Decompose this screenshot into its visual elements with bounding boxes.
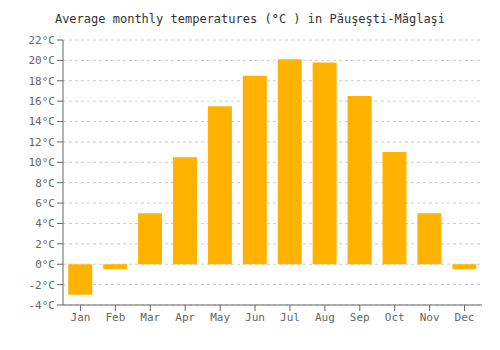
svg-text:4°C: 4°C — [35, 217, 55, 230]
svg-text:16°C: 16°C — [29, 95, 56, 108]
svg-text:Feb: Feb — [105, 311, 125, 324]
svg-text:Sep: Sep — [350, 311, 370, 324]
svg-text:Nov: Nov — [420, 311, 440, 324]
svg-text:Aug: Aug — [315, 311, 335, 324]
svg-text:May: May — [210, 311, 230, 324]
svg-text:Jun: Jun — [245, 311, 265, 324]
svg-text:6°C: 6°C — [35, 197, 55, 210]
svg-text:Jan: Jan — [71, 311, 91, 324]
svg-text:Dec: Dec — [455, 311, 475, 324]
svg-text:22°C: 22°C — [29, 34, 56, 47]
svg-text:0°C: 0°C — [35, 258, 55, 271]
svg-text:12°C: 12°C — [29, 136, 56, 149]
svg-text:Apr: Apr — [175, 311, 195, 324]
svg-text:-4°C: -4°C — [29, 299, 56, 312]
svg-text:Oct: Oct — [385, 311, 405, 324]
svg-text:10°C: 10°C — [29, 156, 56, 169]
svg-text:8°C: 8°C — [35, 177, 55, 190]
svg-text:Mar: Mar — [140, 311, 160, 324]
svg-text:20°C: 20°C — [29, 54, 56, 67]
svg-text:-2°C: -2°C — [29, 279, 56, 292]
svg-text:2°C: 2°C — [35, 238, 55, 251]
svg-text:Jul: Jul — [280, 311, 300, 324]
svg-text:18°C: 18°C — [29, 75, 56, 88]
svg-text:14°C: 14°C — [29, 115, 56, 128]
html-text:Average monthly temperatures (: Average monthly temperatures (°C ) in Pă… — [54, 12, 446, 26]
